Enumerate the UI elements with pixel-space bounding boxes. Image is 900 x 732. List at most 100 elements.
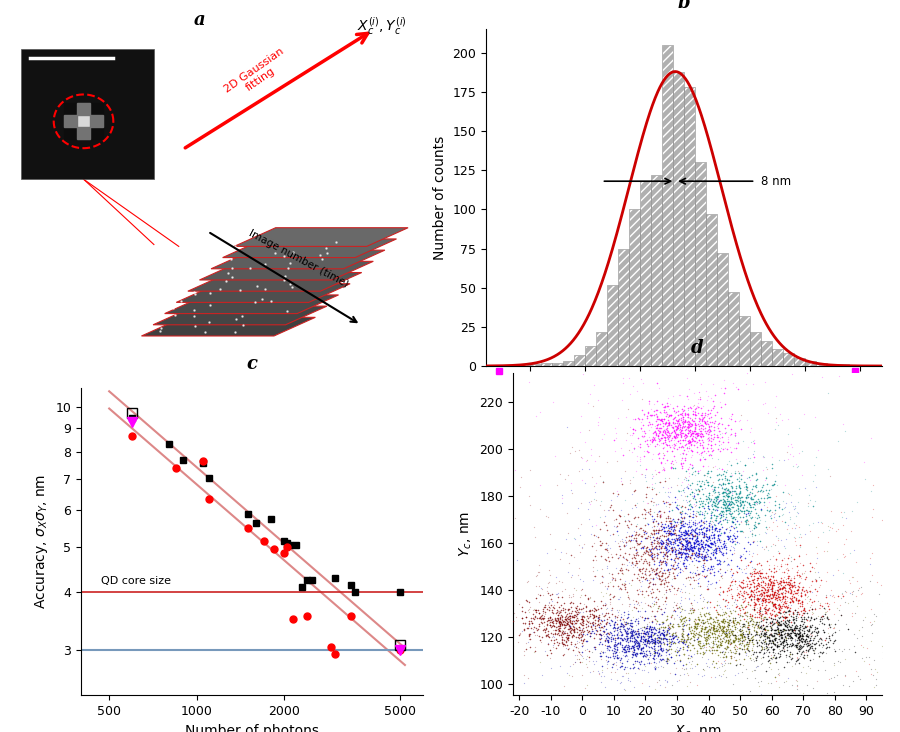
Point: [788, 592, 803, 604]
Point: [792, 521, 806, 533]
Point: [742, 627, 757, 639]
Point: [639, 626, 653, 638]
Point: [651, 594, 665, 605]
Point: [704, 537, 718, 549]
Point: [738, 633, 752, 645]
Point: [797, 611, 812, 623]
Point: [793, 643, 807, 654]
Point: [865, 619, 879, 630]
Point: [724, 620, 739, 632]
Point: [667, 583, 681, 594]
Point: [643, 549, 657, 561]
Point: [715, 646, 729, 658]
Point: [770, 657, 784, 668]
Point: [652, 602, 666, 613]
Point: [506, 616, 520, 627]
Point: [698, 417, 712, 428]
Point: [647, 643, 662, 654]
Point: [822, 630, 836, 642]
Point: [662, 619, 677, 630]
Point: [693, 648, 707, 660]
Point: [721, 433, 735, 445]
Point: [735, 465, 750, 477]
Point: [764, 641, 778, 653]
Point: [783, 581, 797, 593]
Point: [648, 646, 662, 658]
Point: [762, 488, 777, 500]
Point: [648, 597, 662, 608]
Point: [632, 563, 646, 575]
Point: [756, 398, 770, 410]
Point: [782, 605, 796, 616]
Point: [610, 624, 625, 636]
Point: [724, 508, 738, 520]
Point: [693, 414, 707, 426]
Point: [709, 534, 724, 546]
Point: [647, 657, 662, 668]
Point: [736, 587, 751, 599]
Point: [626, 556, 640, 567]
Point: [678, 414, 692, 426]
Point: [647, 650, 662, 662]
Point: [640, 613, 654, 624]
Point: [864, 603, 878, 615]
Point: [672, 537, 687, 548]
Point: [670, 539, 685, 550]
Point: [662, 576, 677, 588]
Point: [662, 491, 676, 503]
Point: [696, 595, 710, 607]
Point: [536, 610, 550, 621]
Point: [680, 518, 695, 529]
Point: [716, 508, 730, 520]
Point: [557, 623, 572, 635]
Point: [863, 552, 878, 564]
Point: [631, 568, 645, 580]
Point: [667, 424, 681, 436]
Point: [693, 505, 707, 517]
Point: [791, 550, 806, 561]
Point: [782, 512, 796, 523]
Point: [798, 667, 813, 679]
Point: [659, 628, 673, 640]
Point: [698, 657, 713, 668]
Point: [659, 559, 673, 570]
Point: [617, 579, 632, 591]
Point: [798, 482, 813, 494]
Point: [641, 634, 655, 646]
Point: [592, 523, 607, 535]
Point: [732, 647, 746, 659]
Point: [672, 427, 687, 438]
Point: [608, 521, 623, 533]
Point: [626, 640, 641, 651]
Point: [745, 610, 760, 621]
Point: [701, 390, 716, 402]
Point: [602, 640, 616, 651]
Point: [739, 481, 753, 493]
Point: [726, 498, 741, 510]
Point: [760, 556, 775, 567]
Point: [534, 611, 548, 623]
Point: [670, 422, 684, 433]
Point: [659, 534, 673, 546]
Point: [696, 531, 710, 543]
Point: [698, 539, 712, 551]
Point: [771, 663, 786, 675]
Point: [724, 554, 738, 566]
Point: [629, 547, 643, 559]
Point: [588, 618, 602, 630]
Point: [684, 658, 698, 670]
Point: [744, 585, 759, 597]
Point: [779, 624, 794, 636]
Point: [755, 450, 770, 462]
Point: [716, 490, 731, 502]
Point: [720, 629, 734, 640]
Point: [681, 639, 696, 651]
Point: [712, 439, 726, 451]
Point: [761, 637, 776, 649]
Point: [749, 593, 763, 605]
Point: [724, 588, 738, 600]
Point: [690, 488, 705, 500]
Point: [723, 485, 737, 497]
Point: [737, 613, 751, 625]
Point: [519, 610, 534, 622]
